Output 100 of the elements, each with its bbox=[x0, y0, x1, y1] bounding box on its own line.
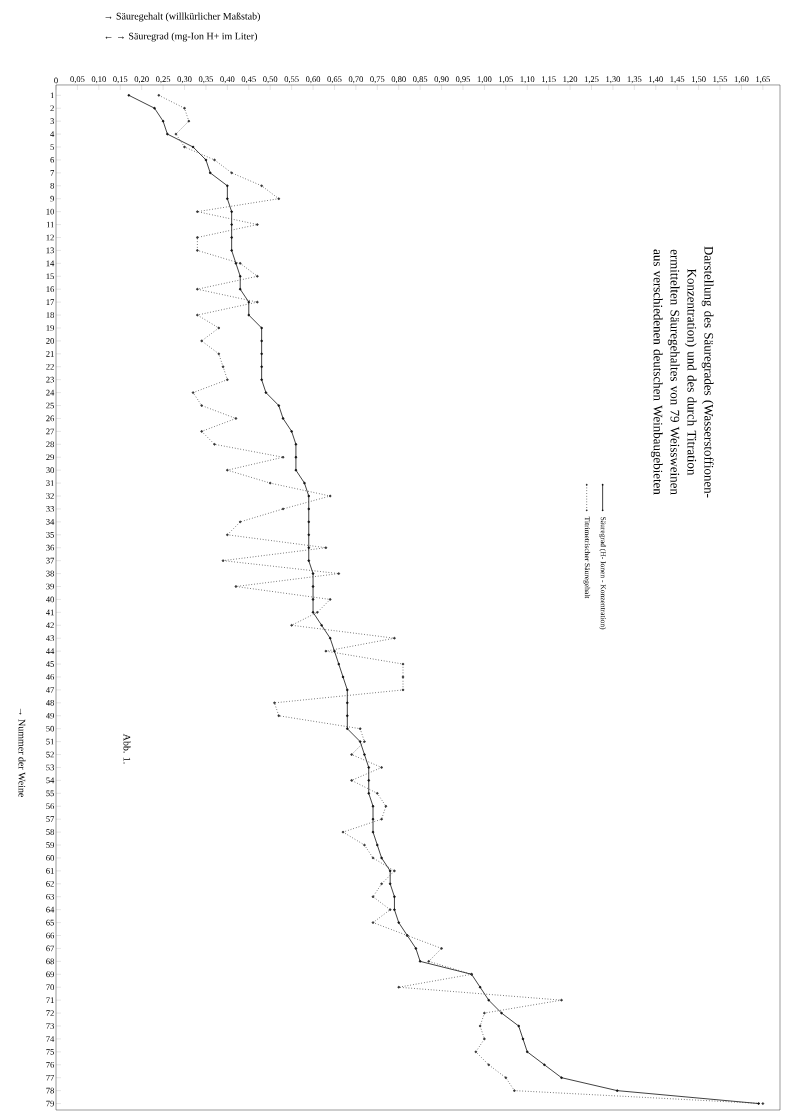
y-tick-label: 7 bbox=[50, 170, 55, 176]
y-tick-label: 11 bbox=[46, 221, 54, 228]
y-tick-label: 4 bbox=[50, 131, 55, 137]
y-tick-label: 72 bbox=[46, 1010, 54, 1016]
x-tick-label: 0,15 bbox=[113, 76, 128, 84]
x-tick-label: 1,30 bbox=[606, 76, 621, 84]
y-tick-label: 47 bbox=[46, 687, 55, 693]
x-tick-label: 0,40 bbox=[220, 76, 235, 84]
y-tick-label: 70 bbox=[46, 984, 54, 991]
y-tick-label: 53 bbox=[46, 764, 54, 771]
y-tick-label: 8 bbox=[50, 182, 54, 189]
y-tick-label: 14 bbox=[46, 260, 55, 267]
text: → Säuregehalt (willkürlicher Maßstab) bbox=[105, 12, 260, 22]
y-tick-label: 55 bbox=[46, 790, 54, 797]
y-tick-label: 10 bbox=[46, 208, 54, 215]
x-tick-label: 1,55 bbox=[713, 76, 728, 84]
x-tick-label: 1,00 bbox=[477, 76, 492, 84]
y-tick-label: 56 bbox=[46, 803, 55, 810]
y-tick-label: 40 bbox=[46, 596, 54, 603]
y-tick-label: 22 bbox=[46, 363, 54, 370]
y-tick-label: 75 bbox=[46, 1049, 54, 1055]
y-tick-label: 76 bbox=[46, 1061, 55, 1068]
y-tick-label: 73 bbox=[46, 1023, 54, 1029]
y-tick-label: 68 bbox=[46, 958, 54, 965]
y-tick-label: 38 bbox=[46, 570, 54, 577]
y-tick-label: 16 bbox=[46, 286, 55, 293]
y-tick-label: 45 bbox=[46, 661, 54, 667]
x-tick-label: 0,75 bbox=[370, 76, 385, 84]
y-tick-label: 26 bbox=[46, 415, 55, 422]
x-tick-label: 0,50 bbox=[263, 76, 278, 84]
y-tick-label: 65 bbox=[46, 919, 54, 926]
x-tick-label: 1,45 bbox=[670, 76, 685, 84]
y-tick-label: 25 bbox=[46, 402, 54, 409]
y-tick-label: 9 bbox=[50, 195, 54, 202]
x-tick-label: 0,70 bbox=[348, 76, 363, 84]
y-tick-label: 62 bbox=[46, 880, 54, 887]
y-tick-label: 79 bbox=[46, 1100, 54, 1107]
x-tick-label: 0,90 bbox=[434, 76, 449, 84]
annotation: Abb. 1. bbox=[123, 733, 131, 764]
x-tick-label: 1,35 bbox=[627, 76, 642, 84]
text: Darstellung des Säuregrades (Wasserstoffionen-Konzentration) und des durch Titration ermittelten Säuregehaltes von 79 Weissweinen aus verschiedenen deutschen Weinbaugebieten bbox=[650, 246, 714, 498]
y-tick-label: 54 bbox=[46, 777, 55, 784]
x-tick-label: 0,30 bbox=[177, 76, 192, 84]
y-tick-label: 57 bbox=[46, 816, 55, 822]
y-tick-label: 35 bbox=[46, 531, 54, 538]
x-tick-label: 0,25 bbox=[156, 76, 171, 84]
x-tick-label: 1,05 bbox=[499, 76, 513, 84]
y-tick-label: 49 bbox=[46, 712, 54, 719]
y-tick-label: 2 bbox=[50, 105, 54, 112]
x-tick-label: 1,10 bbox=[520, 76, 535, 84]
y-tick-label: 18 bbox=[46, 312, 54, 318]
y-tick-label: 27 bbox=[46, 428, 55, 435]
y-tick-label: 66 bbox=[46, 932, 55, 939]
x-tick-label: 0,85 bbox=[413, 76, 428, 84]
y-tick-label: 28 bbox=[46, 441, 54, 448]
y-tick-label: 59 bbox=[46, 842, 54, 848]
y-tick-label: 33 bbox=[46, 506, 54, 512]
x-tick-label: 0,05 bbox=[70, 76, 85, 84]
y-tick-label: 13 bbox=[46, 247, 54, 254]
y-tick-label: 61 bbox=[46, 868, 54, 874]
y-tick-label: 39 bbox=[46, 583, 54, 590]
x-tick-label: 0,95 bbox=[455, 76, 471, 84]
y-tick-label: 60 bbox=[46, 855, 54, 861]
y-tick-label: 30 bbox=[46, 467, 54, 474]
y-tick-label: 23 bbox=[46, 376, 54, 383]
y-tick-label: 46 bbox=[46, 674, 55, 680]
x-tick-label: 1,15 bbox=[542, 76, 556, 84]
y-tick-label: 6 bbox=[50, 157, 55, 163]
y-tick-label: 67 bbox=[46, 945, 55, 952]
x-tick-label: 0,35 bbox=[198, 76, 214, 84]
y-tick-label: 36 bbox=[46, 544, 55, 551]
y-tick-label: 77 bbox=[46, 1074, 55, 1081]
y-tick-label: 5 bbox=[50, 144, 54, 150]
y-tick-label: 52 bbox=[46, 751, 54, 758]
x-tick-label: 0,60 bbox=[305, 76, 321, 84]
y-tick-label: 41 bbox=[46, 609, 54, 616]
y-tick-label: 1 bbox=[50, 92, 54, 99]
y-tick-label: 50 bbox=[46, 725, 54, 732]
y-tick-label: 44 bbox=[46, 648, 55, 654]
y-tick-label: 31 bbox=[46, 480, 54, 486]
y-tick-label: 32 bbox=[46, 493, 54, 499]
x-tick-label: 1,40 bbox=[649, 76, 663, 84]
x-tick-label: 0,80 bbox=[391, 76, 406, 84]
x-tick-label: 0,45 bbox=[241, 76, 256, 84]
x-tick-label: 1,60 bbox=[734, 76, 749, 84]
y-tick-label: 78 bbox=[46, 1087, 54, 1094]
y-tick-label: 51 bbox=[46, 738, 54, 745]
y-tick-label: 37 bbox=[46, 557, 55, 564]
y-tick-label: 3 bbox=[50, 118, 54, 124]
y-tick-label: 71 bbox=[46, 997, 54, 1003]
y-tick-label: 58 bbox=[46, 829, 54, 835]
x-tick-label: 1,20 bbox=[563, 76, 578, 84]
y-tick-label: 19 bbox=[46, 325, 54, 331]
y-tick-label: 12 bbox=[46, 234, 54, 241]
x-tick-label: 1,25 bbox=[584, 76, 599, 84]
y-tick-label: 29 bbox=[46, 454, 54, 461]
x-tick-label: 0,55 bbox=[284, 76, 299, 84]
y-tick-label: 63 bbox=[46, 893, 54, 900]
x-tick-label: 0,10 bbox=[91, 76, 106, 84]
y-tick-label: 17 bbox=[46, 299, 55, 305]
